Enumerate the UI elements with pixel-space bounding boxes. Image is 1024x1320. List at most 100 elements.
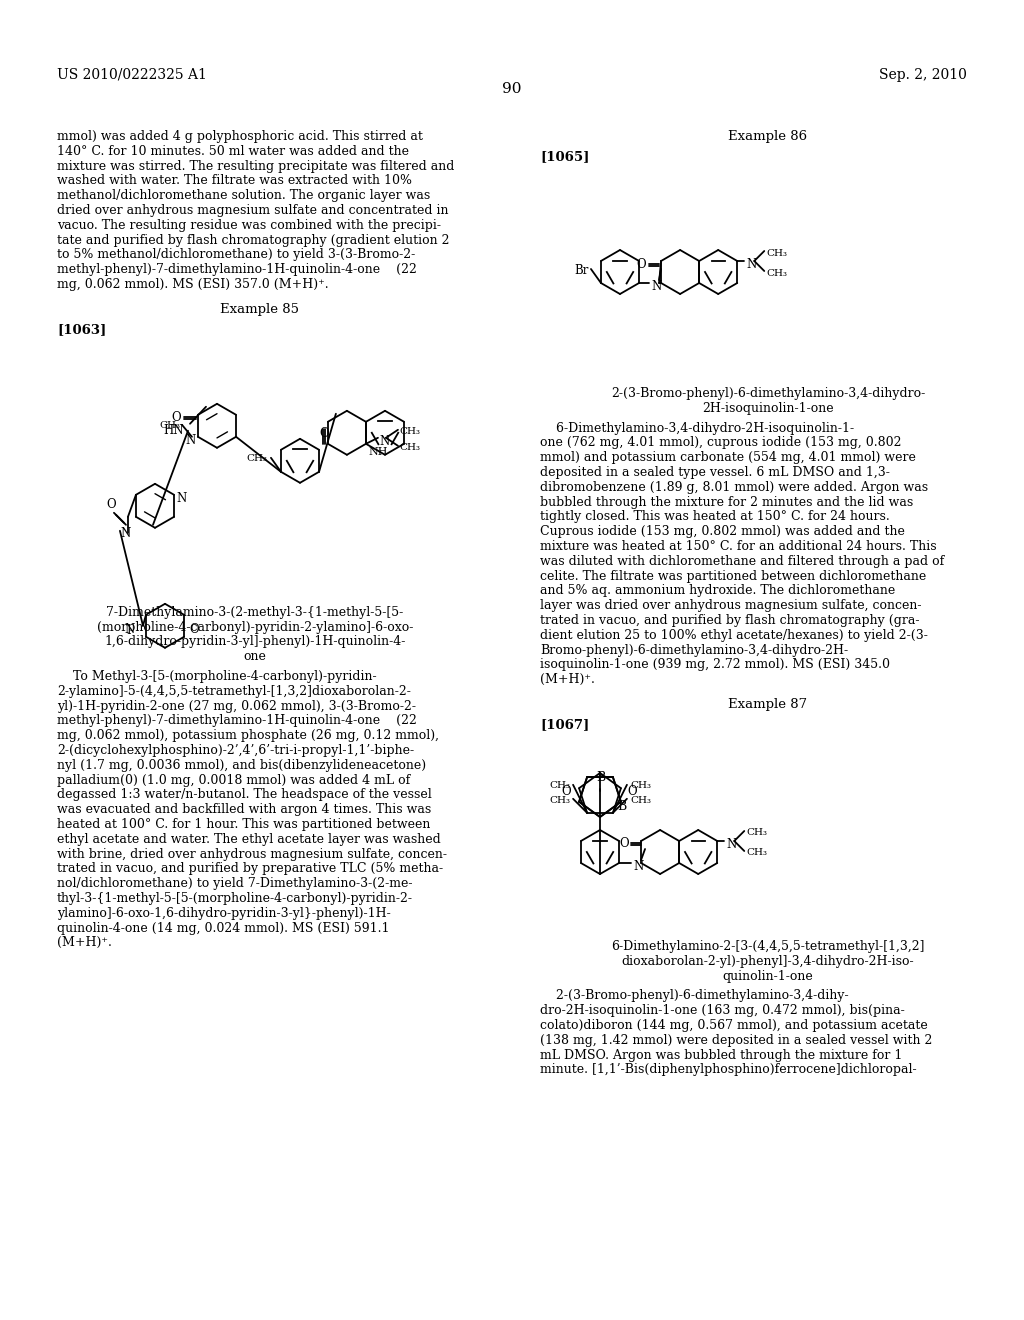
Text: CH₃: CH₃: [766, 248, 787, 257]
Text: N: N: [633, 861, 643, 874]
Text: thyl-3-{1-methyl-5-[5-(morpholine-4-carbonyl)-pyridin-2-: thyl-3-{1-methyl-5-[5-(morpholine-4-carb…: [57, 892, 413, 906]
Text: CH₃: CH₃: [549, 781, 570, 791]
Text: and 5% aq. ammonium hydroxide. The dichloromethane: and 5% aq. ammonium hydroxide. The dichl…: [540, 585, 895, 598]
Text: was evacuated and backfilled with argon 4 times. This was: was evacuated and backfilled with argon …: [57, 803, 431, 816]
Text: N: N: [746, 259, 757, 272]
Text: nol/dichloromethane) to yield 7-Dimethylamino-3-(2-me-: nol/dichloromethane) to yield 7-Dimethyl…: [57, 878, 413, 890]
Text: CH₃: CH₃: [766, 268, 787, 277]
Text: O: O: [106, 498, 116, 511]
Text: 1,6-dihydro-pyridin-3-yl]-phenyl)-1H-quinolin-4-: 1,6-dihydro-pyridin-3-yl]-phenyl)-1H-qui…: [104, 635, 406, 648]
Text: washed with water. The filtrate was extracted with 10%: washed with water. The filtrate was extr…: [57, 174, 412, 187]
Text: To Methyl-3-[5-(morpholine-4-carbonyl)-pyridin-: To Methyl-3-[5-(morpholine-4-carbonyl)-p…: [57, 671, 377, 682]
Text: mg, 0.062 mmol), potassium phosphate (26 mg, 0.12 mmol),: mg, 0.062 mmol), potassium phosphate (26…: [57, 729, 439, 742]
Text: (M+H)⁺.: (M+H)⁺.: [540, 673, 595, 686]
Text: HN: HN: [164, 424, 184, 437]
Text: B: B: [617, 800, 627, 813]
Text: Example 86: Example 86: [728, 129, 808, 143]
Text: Bromo-phenyl)-6-dimethylamino-3,4-dihydro-2H-: Bromo-phenyl)-6-dimethylamino-3,4-dihydr…: [540, 644, 848, 656]
Text: O: O: [637, 259, 646, 272]
Text: quinolin-4-one (14 mg, 0.024 mmol). MS (ESI) 591.1: quinolin-4-one (14 mg, 0.024 mmol). MS (…: [57, 921, 389, 935]
Text: N: N: [185, 434, 196, 447]
Text: N: N: [379, 436, 389, 449]
Text: 6-Dimethylamino-3,4-dihydro-2H-isoquinolin-1-: 6-Dimethylamino-3,4-dihydro-2H-isoquinol…: [540, 421, 854, 434]
Text: mmol) and potassium carbonate (554 mg, 4.01 mmol) were: mmol) and potassium carbonate (554 mg, 4…: [540, 451, 915, 465]
Text: one: one: [244, 651, 266, 663]
Text: isoquinolin-1-one (939 mg, 2.72 mmol). MS (ESI) 345.0: isoquinolin-1-one (939 mg, 2.72 mmol). M…: [540, 659, 890, 672]
Text: methyl-phenyl)-7-dimethylamino-1H-quinolin-4-one    (22: methyl-phenyl)-7-dimethylamino-1H-quinol…: [57, 714, 417, 727]
Text: mL DMSO. Argon was bubbled through the mixture for 1: mL DMSO. Argon was bubbled through the m…: [540, 1048, 902, 1061]
Text: N: N: [125, 623, 135, 636]
Text: CH₃: CH₃: [746, 849, 767, 858]
Text: mixture was stirred. The resulting precipitate was filtered and: mixture was stirred. The resulting preci…: [57, 160, 455, 173]
Text: O: O: [189, 623, 199, 636]
Text: methanol/dichloromethane solution. The organic layer was: methanol/dichloromethane solution. The o…: [57, 189, 430, 202]
Text: [1065]: [1065]: [540, 150, 590, 162]
Text: dro-2H-isoquinolin-1-one (163 mg, 0.472 mmol), bis(pina-: dro-2H-isoquinolin-1-one (163 mg, 0.472 …: [540, 1005, 905, 1018]
Text: mg, 0.062 mmol). MS (ESI) 357.0 (M+H)⁺.: mg, 0.062 mmol). MS (ESI) 357.0 (M+H)⁺.: [57, 279, 329, 290]
Text: yl)-1H-pyridin-2-one (27 mg, 0.062 mmol), 3-(3-Bromo-2-: yl)-1H-pyridin-2-one (27 mg, 0.062 mmol)…: [57, 700, 416, 713]
Text: vacuo. The resulting residue was combined with the precipi-: vacuo. The resulting residue was combine…: [57, 219, 441, 232]
Text: CH₃: CH₃: [159, 421, 180, 430]
Text: CH₃: CH₃: [246, 454, 267, 463]
Text: degassed 1:3 water/n-butanol. The headspace of the vessel: degassed 1:3 water/n-butanol. The headsp…: [57, 788, 432, 801]
Text: colato)diboron (144 mg, 0.567 mmol), and potassium acetate: colato)diboron (144 mg, 0.567 mmol), and…: [540, 1019, 928, 1032]
Text: celite. The filtrate was partitioned between dichloromethane: celite. The filtrate was partitioned bet…: [540, 570, 927, 582]
Text: US 2010/0222325 A1: US 2010/0222325 A1: [57, 69, 207, 82]
Text: CH₃: CH₃: [630, 796, 651, 805]
Text: B: B: [596, 771, 605, 784]
Text: CH₃: CH₃: [746, 829, 767, 837]
Text: (M+H)⁺.: (M+H)⁺.: [57, 936, 112, 949]
Text: mmol) was added 4 g polyphosphoric acid. This stirred at: mmol) was added 4 g polyphosphoric acid.…: [57, 129, 423, 143]
Text: N: N: [726, 838, 736, 851]
Text: ethyl acetate and water. The ethyl acetate layer was washed: ethyl acetate and water. The ethyl aceta…: [57, 833, 440, 846]
Text: to 5% methanol/dichloromethane) to yield 3-(3-Bromo-2-: to 5% methanol/dichloromethane) to yield…: [57, 248, 416, 261]
Text: (138 mg, 1.42 mmol) were deposited in a sealed vessel with 2: (138 mg, 1.42 mmol) were deposited in a …: [540, 1034, 933, 1047]
Text: with brine, dried over anhydrous magnesium sulfate, concen-: with brine, dried over anhydrous magnesi…: [57, 847, 447, 861]
Text: minute. [1,1’-Bis(diphenylphosphino)ferrocene]dichloropal-: minute. [1,1’-Bis(diphenylphosphino)ferr…: [540, 1064, 916, 1076]
Text: CH₃: CH₃: [399, 428, 420, 437]
Text: 2-(3-Bromo-phenyl)-6-dimethylamino-3,4-dihydro-: 2-(3-Bromo-phenyl)-6-dimethylamino-3,4-d…: [611, 387, 925, 400]
Text: deposited in a sealed type vessel. 6 mL DMSO and 1,3-: deposited in a sealed type vessel. 6 mL …: [540, 466, 890, 479]
Text: trated in vacuo, and purified by flash chromatography (gra-: trated in vacuo, and purified by flash c…: [540, 614, 920, 627]
Text: bubbled through the mixture for 2 minutes and the lid was: bubbled through the mixture for 2 minute…: [540, 495, 913, 508]
Text: CH₃: CH₃: [399, 444, 420, 453]
Text: Example 85: Example 85: [220, 302, 299, 315]
Text: nyl (1.7 mg, 0.0036 mmol), and bis(dibenzylideneacetone): nyl (1.7 mg, 0.0036 mmol), and bis(diben…: [57, 759, 426, 772]
Text: O: O: [620, 837, 629, 850]
Text: layer was dried over anhydrous magnesium sulfate, concen-: layer was dried over anhydrous magnesium…: [540, 599, 922, 612]
Text: N: N: [651, 281, 662, 293]
Text: 90: 90: [502, 82, 522, 96]
Text: NH: NH: [369, 446, 388, 457]
Text: Sep. 2, 2010: Sep. 2, 2010: [880, 69, 967, 82]
Text: Cuprous iodide (153 mg, 0.802 mmol) was added and the: Cuprous iodide (153 mg, 0.802 mmol) was …: [540, 525, 905, 539]
Text: tate and purified by flash chromatography (gradient elution 2: tate and purified by flash chromatograph…: [57, 234, 450, 247]
Text: 140° C. for 10 minutes. 50 ml water was added and the: 140° C. for 10 minutes. 50 ml water was …: [57, 145, 409, 158]
Text: 2H-isoquinolin-1-one: 2H-isoquinolin-1-one: [702, 401, 834, 414]
Text: O: O: [319, 426, 329, 440]
Text: 2-ylamino]-5-(4,4,5,5-tetramethyl-[1,3,2]dioxaborolan-2-: 2-ylamino]-5-(4,4,5,5-tetramethyl-[1,3,2…: [57, 685, 411, 698]
Text: dried over anhydrous magnesium sulfate and concentrated in: dried over anhydrous magnesium sulfate a…: [57, 205, 449, 216]
Text: tightly closed. This was heated at 150° C. for 24 hours.: tightly closed. This was heated at 150° …: [540, 511, 890, 524]
Text: 6-Dimethylamino-2-[3-(4,4,5,5-tetramethyl-[1,3,2]: 6-Dimethylamino-2-[3-(4,4,5,5-tetramethy…: [611, 940, 925, 953]
Text: Br: Br: [574, 264, 589, 276]
Text: 2-(dicyclohexylphosphino)-2’,4’,6’-tri-i-propyl-1,1’-biphe-: 2-(dicyclohexylphosphino)-2’,4’,6’-tri-i…: [57, 744, 414, 756]
Text: CH₃: CH₃: [549, 796, 570, 805]
Text: CH₃: CH₃: [630, 781, 651, 791]
Text: palladium(0) (1.0 mg, 0.0018 mmol) was added 4 mL of: palladium(0) (1.0 mg, 0.0018 mmol) was a…: [57, 774, 411, 787]
Text: quinolin-1-one: quinolin-1-one: [723, 970, 813, 982]
Text: (morpholine-4-carbonyl)-pyridin-2-ylamino]-6-oxo-: (morpholine-4-carbonyl)-pyridin-2-ylamin…: [97, 620, 414, 634]
Text: mixture was heated at 150° C. for an additional 24 hours. This: mixture was heated at 150° C. for an add…: [540, 540, 937, 553]
Text: O: O: [627, 784, 637, 797]
Text: O: O: [561, 784, 571, 797]
Text: ylamino]-6-oxo-1,6-dihydro-pyridin-3-yl}-phenyl)-1H-: ylamino]-6-oxo-1,6-dihydro-pyridin-3-yl}…: [57, 907, 391, 920]
Text: O: O: [171, 412, 181, 424]
Text: dibromobenzene (1.89 g, 8.01 mmol) were added. Argon was: dibromobenzene (1.89 g, 8.01 mmol) were …: [540, 480, 928, 494]
Text: N: N: [121, 527, 131, 540]
Text: one (762 mg, 4.01 mmol), cuprous iodide (153 mg, 0.802: one (762 mg, 4.01 mmol), cuprous iodide …: [540, 437, 901, 449]
Text: heated at 100° C. for 1 hour. This was partitioned between: heated at 100° C. for 1 hour. This was p…: [57, 818, 430, 832]
Text: 7-Dimethylamino-3-(2-methyl-3-{1-methyl-5-[5-: 7-Dimethylamino-3-(2-methyl-3-{1-methyl-…: [106, 606, 403, 619]
Text: N: N: [176, 492, 186, 506]
Text: [1063]: [1063]: [57, 323, 106, 335]
Text: trated in vacuo, and purified by preparative TLC (5% metha-: trated in vacuo, and purified by prepara…: [57, 862, 443, 875]
Text: was diluted with dichloromethane and filtered through a pad of: was diluted with dichloromethane and fil…: [540, 554, 944, 568]
